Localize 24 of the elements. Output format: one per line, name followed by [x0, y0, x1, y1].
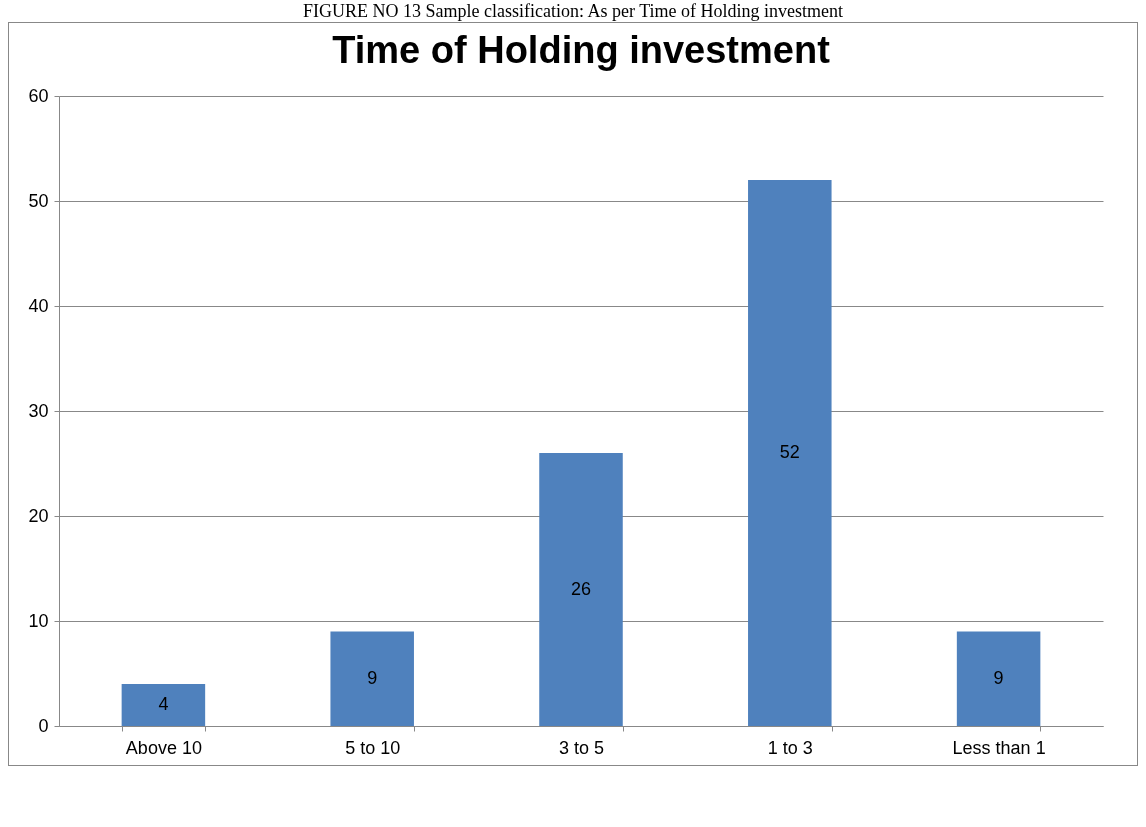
bar [956, 631, 1041, 726]
data-label: 52 [779, 442, 800, 462]
bar [539, 453, 623, 726]
x-tick-label: Above 10 [125, 737, 202, 758]
bar [121, 684, 206, 726]
chart-title: Time of Holding investment [332, 29, 831, 71]
x-tick-label: 5 to 10 [345, 737, 401, 758]
y-tick-label: 0 [38, 715, 49, 736]
data-label: 9 [993, 667, 1004, 688]
data-label: 9 [367, 667, 378, 688]
y-tick-label: 50 [28, 190, 49, 211]
y-tick-label: 30 [28, 400, 49, 421]
text: FIGURE NO 13 Sample classification: As per Time of Holding investment [302, 0, 844, 22]
y-tick-label: 60 [28, 85, 49, 106]
x-tick-label: Less than 1 [952, 737, 1046, 758]
y-tick-label: 10 [28, 610, 49, 631]
y-tick-label: 20 [28, 505, 49, 526]
y-tick-label: 40 [28, 295, 49, 316]
bar [748, 180, 832, 726]
data-label: 4 [158, 694, 169, 714]
data-label: 26 [570, 578, 592, 599]
x-tick-label: 3 to 5 [558, 737, 605, 758]
x-tick-label: 1 to 3 [767, 737, 813, 758]
bar [330, 631, 414, 726]
